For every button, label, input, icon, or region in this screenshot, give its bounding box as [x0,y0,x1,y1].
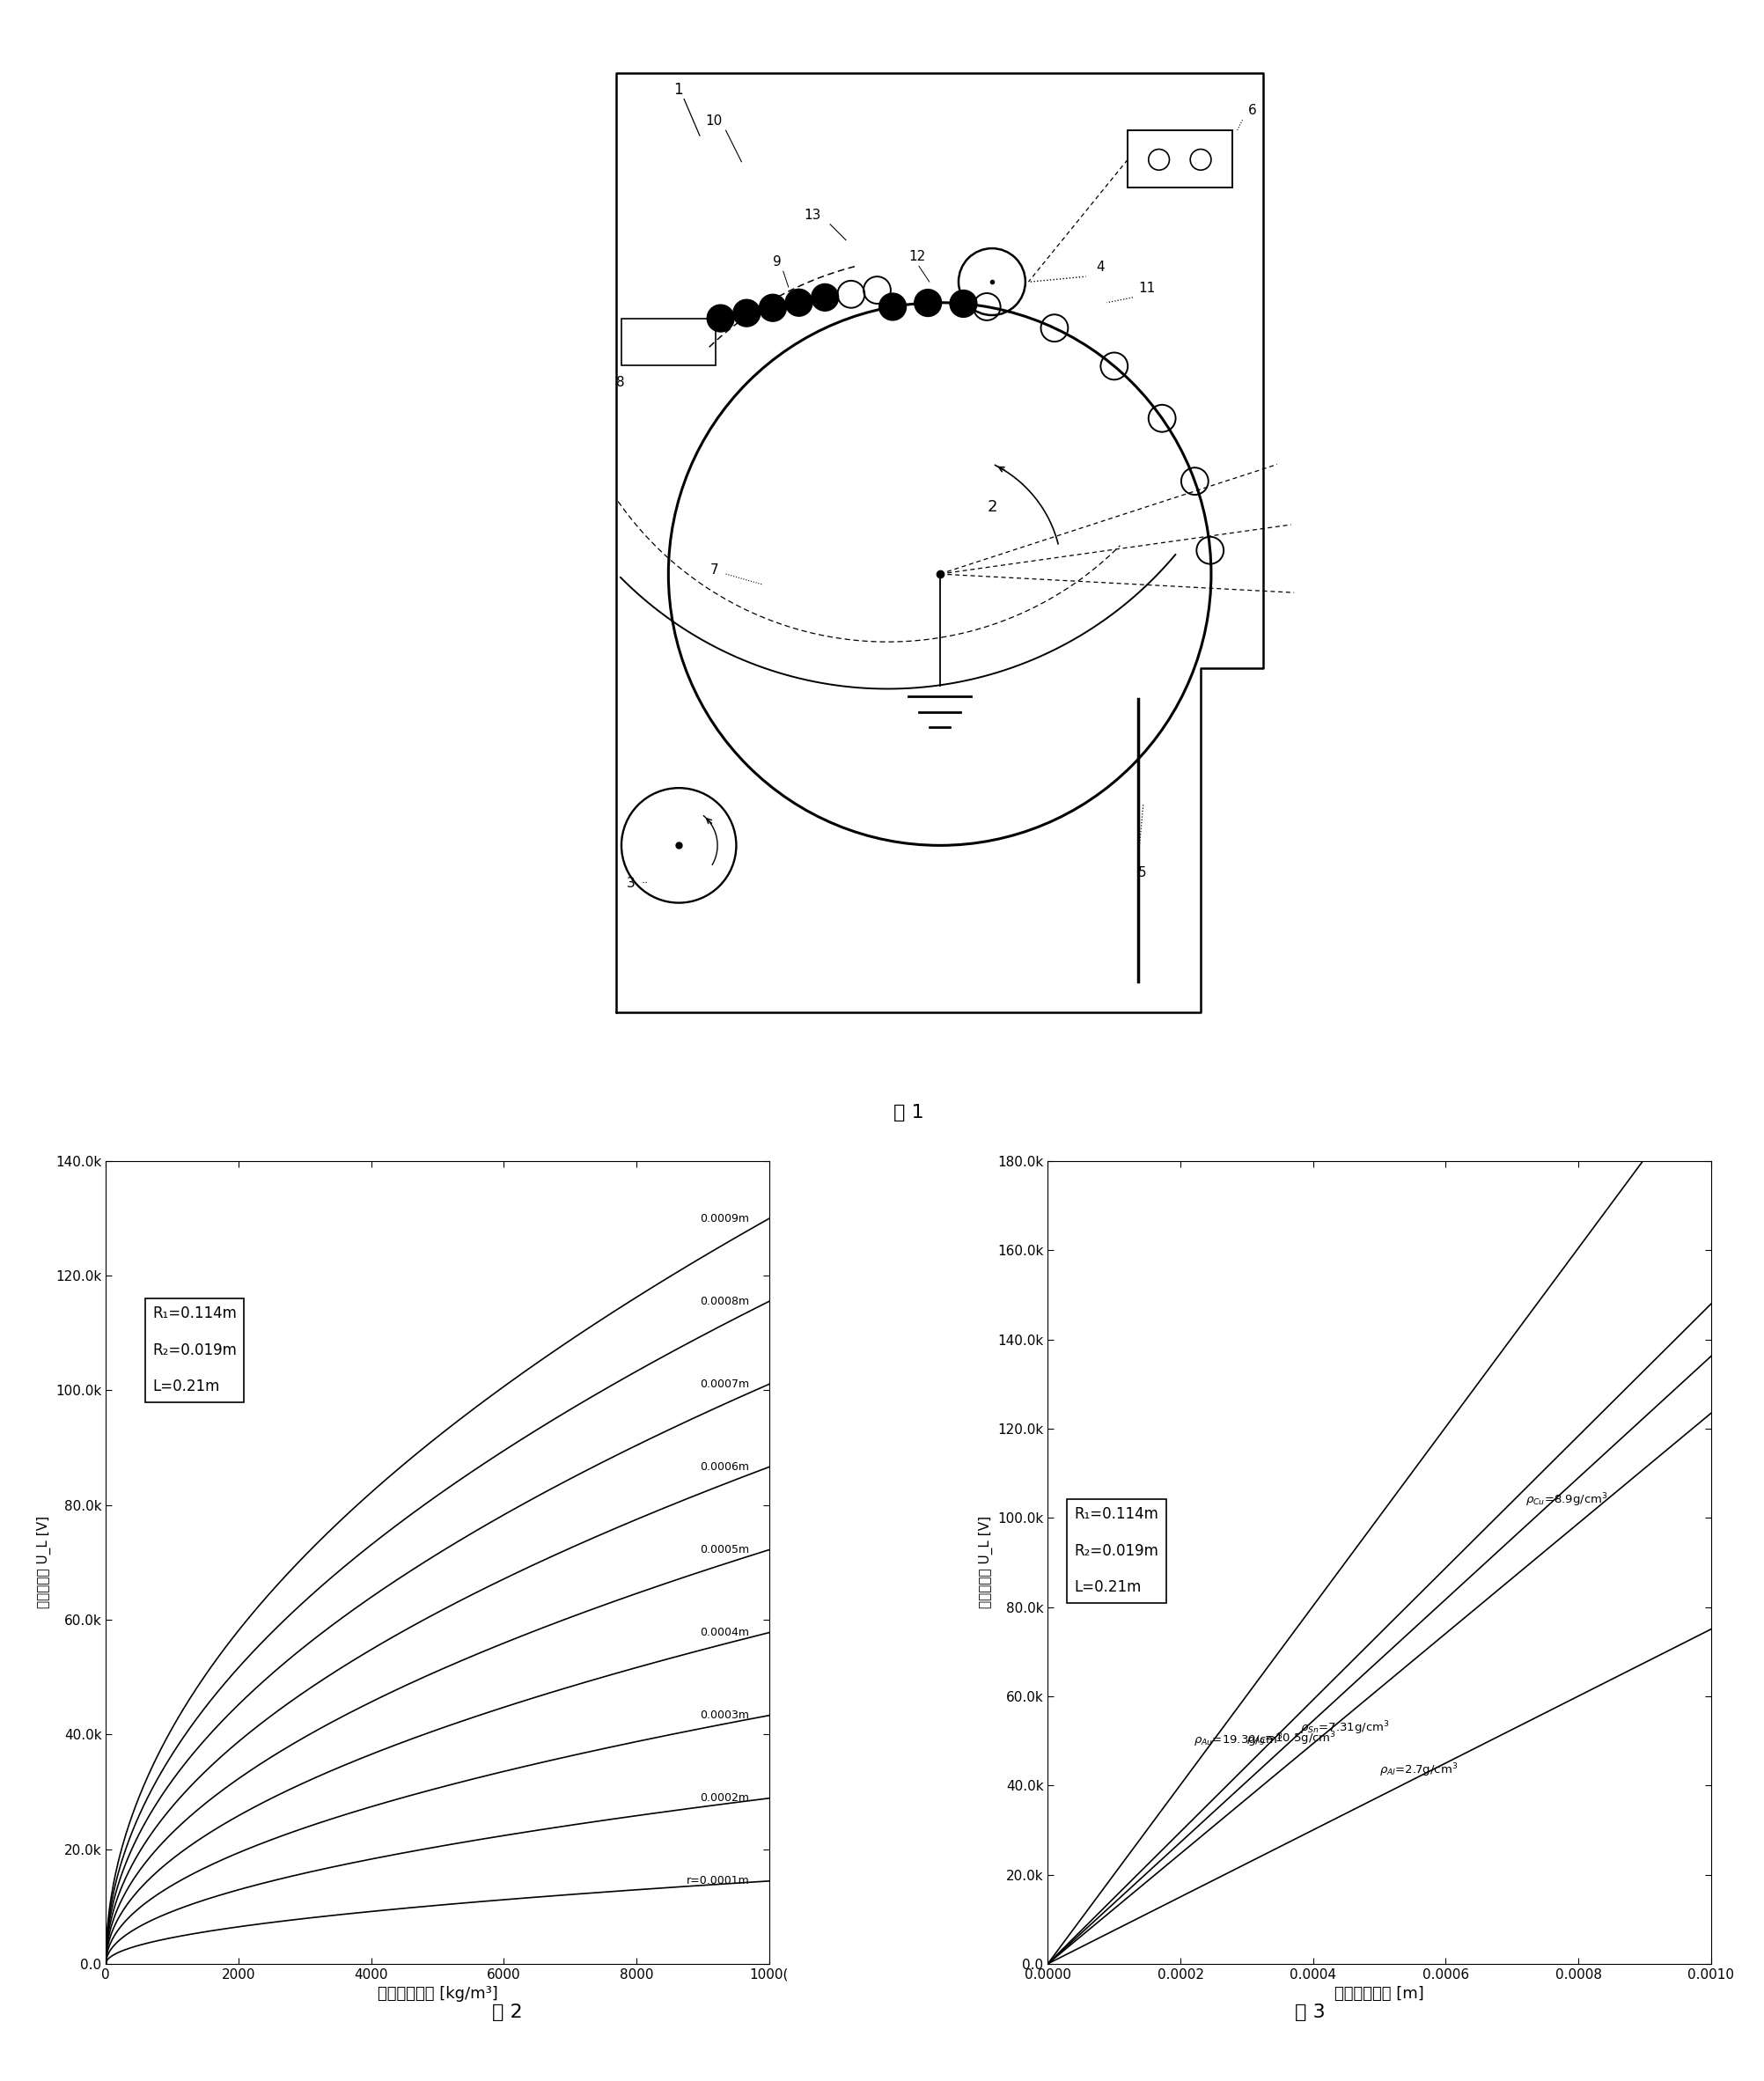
Text: 13: 13 [804,208,822,223]
Text: 0.0007m: 0.0007m [700,1378,750,1390]
Text: 0.0009m: 0.0009m [700,1213,750,1224]
Text: 0.0004m: 0.0004m [700,1627,750,1638]
X-axis label: 金属颗粒密度 [kg/m³]: 金属颗粒密度 [kg/m³] [377,1985,497,2002]
Circle shape [878,293,907,320]
Text: 1: 1 [674,81,683,98]
Text: 3: 3 [626,876,635,891]
Text: $\rho_{Sn}$=7.31g/cm$^3$: $\rho_{Sn}$=7.31g/cm$^3$ [1300,1719,1388,1738]
Text: r=0.0001m: r=0.0001m [686,1875,750,1887]
Y-axis label: 起浮电压值 U_L [V]: 起浮电压值 U_L [V] [979,1517,993,1609]
Text: 图 2: 图 2 [492,2004,522,2021]
Text: 0.0003m: 0.0003m [700,1711,750,1721]
Text: R₁=0.114m

R₂=0.019m

L=0.21m: R₁=0.114m R₂=0.019m L=0.21m [1074,1507,1159,1596]
Y-axis label: 起浮电压值 U_L [V]: 起浮电压值 U_L [V] [37,1517,51,1609]
Text: 2: 2 [986,499,997,514]
Bar [1127,131,1231,187]
Text: $\rho_{Ag}$=10.5g/cm$^3$: $\rho_{Ag}$=10.5g/cm$^3$ [1247,1729,1337,1748]
Text: 0.0008m: 0.0008m [700,1296,750,1307]
X-axis label: 金属颗粒半径 [m]: 金属颗粒半径 [m] [1335,1985,1424,2002]
Text: 0.0006m: 0.0006m [700,1461,750,1473]
Text: 7: 7 [711,564,718,576]
Circle shape [734,300,760,327]
Text: 11: 11 [1138,281,1155,296]
Bar [621,318,716,366]
Text: 12: 12 [908,250,926,264]
Circle shape [759,293,787,320]
Circle shape [811,283,838,310]
Circle shape [949,289,977,316]
Text: 0.0002m: 0.0002m [700,1792,750,1804]
Circle shape [707,304,734,331]
Text: 5: 5 [1138,866,1147,880]
Text: 10: 10 [706,114,721,127]
Text: 8: 8 [616,375,624,389]
Text: 4: 4 [1097,260,1104,275]
Text: 图 1: 图 1 [893,1103,924,1122]
Circle shape [785,289,813,316]
Text: 9: 9 [773,256,781,268]
Text: 0.0005m: 0.0005m [700,1544,750,1555]
Text: $\rho_{Al}$=2.7g/cm$^3$: $\rho_{Al}$=2.7g/cm$^3$ [1379,1761,1457,1779]
Text: 图 3: 图 3 [1295,2004,1325,2021]
Text: R₁=0.114m

R₂=0.019m

L=0.21m: R₁=0.114m R₂=0.019m L=0.21m [152,1305,236,1394]
Text: 6: 6 [1247,104,1256,117]
Circle shape [914,289,942,316]
Text: $\rho_{Cu}$=8.9g/cm$^3$: $\rho_{Cu}$=8.9g/cm$^3$ [1526,1492,1607,1509]
Text: $\rho_{Au}$=19.3g/cm$^3$: $\rho_{Au}$=19.3g/cm$^3$ [1194,1731,1284,1750]
